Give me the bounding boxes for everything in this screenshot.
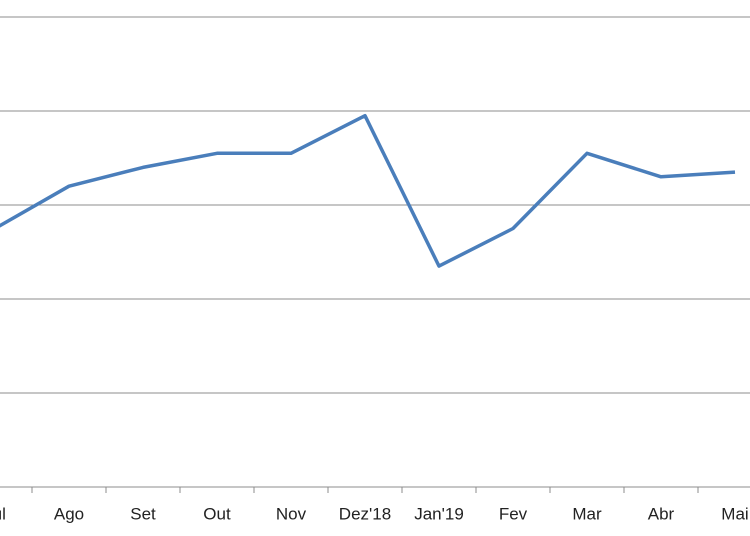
x-tick-label: Ago: [54, 504, 84, 523]
x-tick-label: Set: [130, 504, 156, 523]
x-tick-label: Jul: [0, 504, 6, 523]
x-tick-label: Fev: [499, 504, 528, 523]
x-tick-label: Mar: [572, 504, 602, 523]
x-tick-label: Out: [203, 504, 231, 523]
x-tick-label: Dez'18: [339, 504, 391, 523]
line-series: [0, 113, 736, 268]
x-tick-label: Mai: [721, 504, 748, 523]
x-tick-label: Abr: [648, 504, 675, 523]
x-tick-label: Jan'19: [414, 504, 464, 523]
x-tick-label: Nov: [276, 504, 307, 523]
